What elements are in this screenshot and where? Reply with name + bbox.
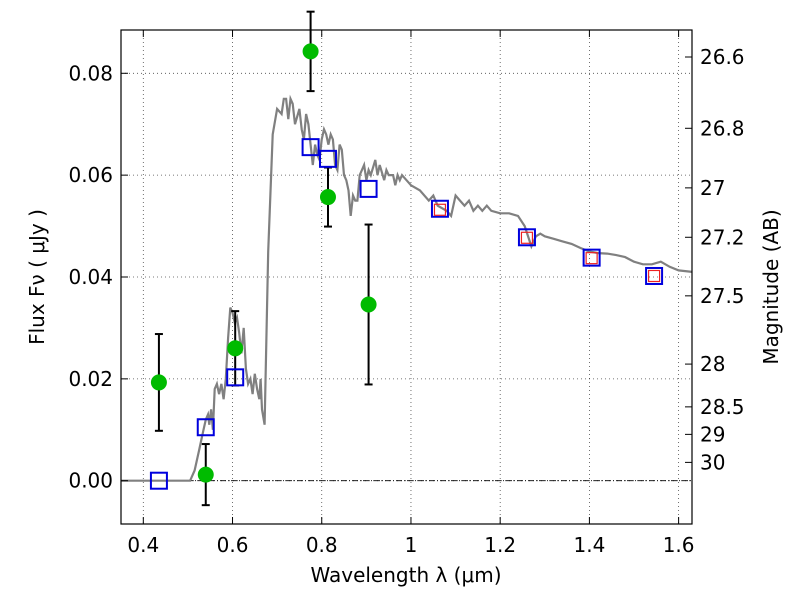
x-tick-label: 1 [405,533,418,557]
x-tick-label: 0.8 [306,533,338,557]
y-tick-label: 0.06 [68,163,113,187]
model-spectrum-line [121,94,693,482]
model-photometry-square [196,418,215,437]
observed-point [150,374,167,391]
model-photometry-square [226,368,245,387]
y-axis-ticks: 0.00 0.02 0.04 0.06 0.08 [68,61,128,493]
observed-point [197,466,214,483]
magnitude-tick-label: 26.8 [700,116,745,140]
x-tick-label: 0.4 [127,533,159,557]
model-photometry-square [430,199,449,218]
observed-point [302,43,319,60]
observed-point [227,340,244,357]
observed-point [360,296,377,313]
infrared-square [647,269,661,283]
model-photometry-square [582,248,601,267]
x-tick-label: 1.6 [663,533,695,557]
x-axis-ticks: 0.4 0.6 0.8 1 1.2 1.4 1.6 [127,30,695,557]
observed-point [319,189,336,206]
model-photometry-square [359,179,378,198]
model-photometry-square [517,228,536,247]
model-photometry-squares [149,138,664,490]
model-photometry-square [301,138,320,157]
infrared-square [433,203,447,216]
infrared-square [585,252,598,265]
model-photometry-square [645,266,664,285]
magnitude-tick-label: 26.6 [700,45,745,69]
infrared-squares [433,203,661,283]
y-tick-label: 0.04 [68,265,113,289]
x-axis-label: Wavelength λ (μm) [310,563,501,587]
model-photometry-square [149,471,168,490]
x-tick-label: 0.6 [217,533,249,557]
magnitude-tick-label: 30 [700,450,725,474]
magnitude-tick-label: 29 [700,422,725,446]
magnitude-tick-label: 27 [700,176,725,200]
y-tick-label: 0.00 [68,469,113,493]
y-tick-label: 0.08 [68,61,113,85]
x-tick-label: 1.4 [573,533,605,557]
magnitude-axis-ticks: 26.6 26.8 27 27.2 27.5 28 28.5 29 30 [685,45,745,474]
y2-axis-label: Magnitude (AB) [759,209,783,364]
y-axis-label: Flux Fν ( μJy ) [25,209,49,345]
magnitude-tick-label: 27.5 [700,284,745,308]
infrared-square [520,231,534,244]
y-tick-label: 0.02 [68,367,113,391]
magnitude-tick-label: 28 [700,352,725,376]
magnitude-tick-label: 27.2 [700,225,745,249]
model-photometry-square [318,149,337,168]
x-tick-label: 1.2 [484,533,516,557]
magnitude-tick-label: 28.5 [700,395,745,419]
observed-points [150,43,377,483]
